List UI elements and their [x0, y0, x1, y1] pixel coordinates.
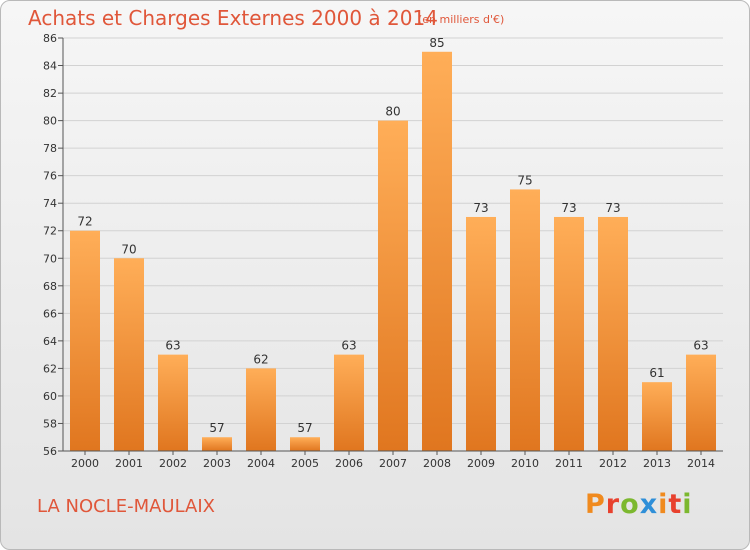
- commune-name: LA NOCLE-MAULAIX: [37, 496, 215, 517]
- logo-letter: i: [682, 489, 693, 520]
- x-tick-label: 2007: [379, 457, 407, 470]
- y-tick-label: 72: [43, 225, 57, 238]
- data-label: 70: [121, 242, 136, 256]
- x-tick-label: 2010: [511, 457, 539, 470]
- x-tick-label: 2000: [71, 457, 99, 470]
- bar-2007: [378, 120, 408, 451]
- y-tick-label: 86: [43, 32, 57, 45]
- y-tick-label: 74: [43, 197, 57, 210]
- y-tick-label: 78: [43, 142, 57, 155]
- data-label: 63: [165, 339, 180, 353]
- logo-letter: x: [639, 489, 659, 520]
- bar-2000: [70, 230, 100, 451]
- data-label: 61: [649, 366, 664, 380]
- x-tick-label: 2012: [599, 457, 627, 470]
- x-tick-label: 2005: [291, 457, 319, 470]
- logo-letter: P: [585, 489, 606, 520]
- y-tick-label: 60: [43, 390, 57, 403]
- x-tick-label: 2011: [555, 457, 583, 470]
- x-tick-label: 2013: [643, 457, 671, 470]
- logo-letter: i: [658, 489, 669, 520]
- y-tick-label: 66: [43, 307, 57, 320]
- y-tick-label: 80: [43, 115, 57, 128]
- data-label: 72: [77, 215, 92, 229]
- y-tick-label: 82: [43, 87, 57, 100]
- chart-subtitle: (en milliers d'€): [418, 13, 505, 26]
- x-tick-label: 2006: [335, 457, 363, 470]
- y-tick-label: 70: [43, 252, 57, 265]
- data-label: 73: [473, 201, 488, 215]
- data-label: 73: [561, 201, 576, 215]
- bar-2001: [114, 258, 144, 451]
- logo-letter: r: [605, 489, 621, 520]
- x-tick-label: 2008: [423, 457, 451, 470]
- data-label: 57: [297, 421, 312, 435]
- bar-2006: [334, 354, 364, 451]
- y-tick-label: 64: [43, 335, 57, 348]
- bar-2008: [422, 51, 452, 452]
- bar-2002: [158, 354, 188, 451]
- bar-2009: [466, 216, 496, 451]
- x-tick-label: 2002: [159, 457, 187, 470]
- bar-2014: [686, 354, 716, 451]
- x-tick-label: 2014: [687, 457, 715, 470]
- x-tick-label: 2003: [203, 457, 231, 470]
- bar-2003: [202, 437, 232, 451]
- x-tick-label: 2009: [467, 457, 495, 470]
- data-label: 75: [517, 173, 532, 187]
- chart-title: Achats et Charges Externes 2000 à 2014: [28, 6, 438, 30]
- y-tick-label: 58: [43, 417, 57, 430]
- axes: 56 58 60 62 64 66 68 70 72 74 76 78 80 82 84 86 2000 2001…: [43, 32, 723, 470]
- y-tick-label: 76: [43, 170, 57, 183]
- data-label: 62: [253, 352, 268, 366]
- logo-letter: o: [620, 489, 640, 520]
- data-label: 73: [605, 201, 620, 215]
- bar-2012: [598, 216, 628, 451]
- x-tick-label: 2004: [247, 457, 275, 470]
- bar-2013: [642, 382, 672, 451]
- bar-2011: [554, 216, 584, 451]
- y-tick-label: 62: [43, 362, 57, 375]
- proxiti-logo: Proxiti: [585, 489, 693, 520]
- data-label: 57: [209, 421, 224, 435]
- bar-2005: [290, 437, 320, 451]
- y-tick-label: 56: [43, 445, 57, 458]
- bar-2004: [246, 368, 276, 451]
- data-label: 63: [341, 339, 356, 353]
- data-label: 80: [385, 105, 400, 119]
- data-label: 85: [429, 36, 444, 50]
- data-label: 63: [693, 339, 708, 353]
- y-tick-label: 68: [43, 280, 57, 293]
- x-tick-label: 2001: [115, 457, 143, 470]
- bar-2010: [510, 189, 540, 451]
- bars: 72 70 63 57 62 57 63 80 85 73 75 73 73 61 63: [70, 36, 716, 452]
- y-tick-label: 84: [43, 60, 57, 73]
- logo-letter: t: [668, 489, 683, 520]
